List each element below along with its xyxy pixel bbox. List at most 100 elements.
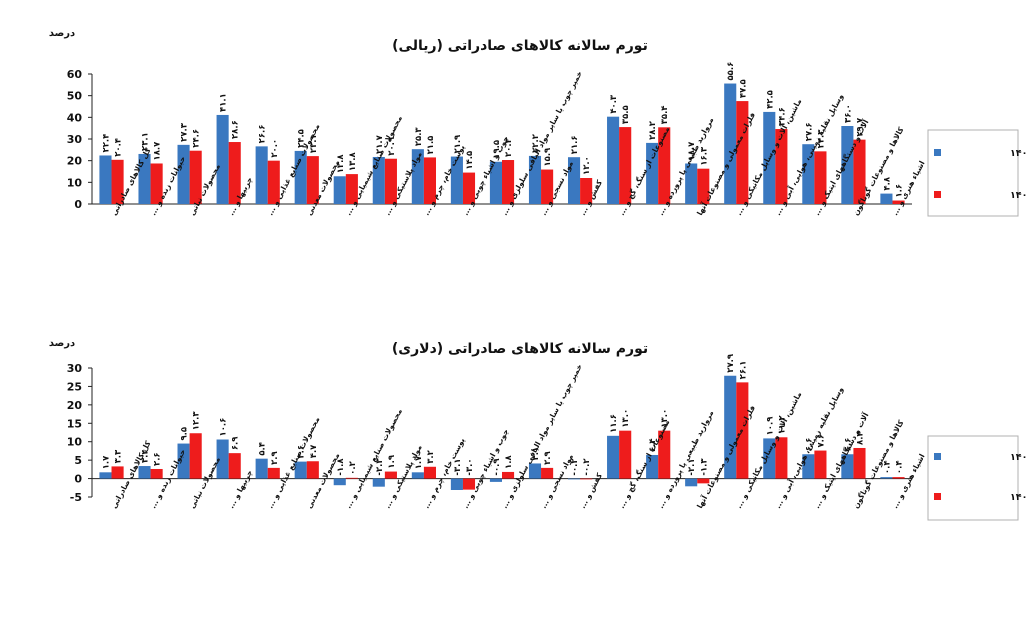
data-label: -۰.۲ <box>582 458 592 476</box>
data-label: ۲۶.۱ <box>738 361 748 380</box>
data-label: ۲۲.۲ <box>531 133 541 153</box>
bar-summer <box>267 160 280 204</box>
bar-spring <box>607 116 620 204</box>
y-tick-label: 0 <box>74 473 82 486</box>
y-tick-label: 5 <box>74 454 82 467</box>
data-label: ۰.۴ <box>895 460 905 474</box>
bar-spring <box>685 163 698 204</box>
bar-summer <box>462 172 476 204</box>
data-label: ۱۱.۶ <box>609 414 619 433</box>
bar-summer <box>619 430 632 479</box>
data-label: ۱۲.۰ <box>582 156 592 175</box>
chart-rial: تورم سالانه کالاهای صادراتی (ریالی) درصد… <box>49 28 1027 217</box>
data-label: ۲۴.۳ <box>816 129 826 149</box>
bar-summer <box>775 437 788 479</box>
y-tick-label: 60 <box>67 68 83 81</box>
bar-spring <box>372 156 385 204</box>
bar-summer <box>150 163 163 204</box>
bar-spring <box>724 83 737 204</box>
data-label: ۲۶.۶ <box>258 125 268 144</box>
data-label: ۱.۶ <box>895 184 905 198</box>
data-label: ۵.۴ <box>258 442 268 456</box>
bar-summer <box>306 156 319 204</box>
chart-rial-legend: بهار ۱۴۰۳ تابستان ۱۴۰۳ <box>927 129 1027 217</box>
data-label: ۹.۵ <box>180 427 190 441</box>
data-label: ۲۹.۷ <box>855 117 865 137</box>
data-label: ۳۵.۵ <box>621 105 631 124</box>
bar-summer <box>111 466 124 479</box>
bar-summer <box>892 477 905 479</box>
data-label: ۱۳.۸ <box>348 151 358 171</box>
data-label: ۲۱.۷ <box>375 134 385 154</box>
y-tick-label: 10 <box>67 436 83 449</box>
bar-spring <box>450 156 463 204</box>
bar-summer <box>736 101 749 204</box>
bar-spring <box>880 477 893 479</box>
bar-spring <box>372 478 385 487</box>
data-label: ۶.۴ <box>648 438 658 452</box>
bar-summer <box>580 478 593 480</box>
data-label: ۲۰.۴ <box>114 138 124 157</box>
data-label: ۱۰.۹ <box>765 416 775 436</box>
data-label: -۲.۱ <box>687 458 697 475</box>
data-label: ۳۶.۰ <box>843 104 853 123</box>
bar-summer <box>306 461 319 479</box>
chart-rial-unit-label: درصد <box>49 28 75 39</box>
data-label: ۱۵.۹ <box>543 147 553 167</box>
data-label: ۱۴.۵ <box>465 151 475 170</box>
legend-swatch-summer <box>934 191 941 198</box>
data-label: ۴.۷ <box>309 444 319 458</box>
legend-label-summer: تابستان ۱۴۰۳ <box>1010 492 1027 503</box>
data-label: ۴۰.۳ <box>609 94 619 114</box>
bar-summer <box>228 453 241 479</box>
chart-dollar: تورم سالانه کالاهای صادراتی (دلاری) درصد… <box>49 338 1027 521</box>
bar-spring <box>411 149 424 204</box>
data-label: ۲۲.۱ <box>309 134 319 153</box>
chart-rial-bars <box>99 83 905 204</box>
data-label: ۲۷.۶ <box>804 122 814 141</box>
legend-label-spring: بهار ۱۴۰۳ <box>1010 148 1027 159</box>
bar-spring <box>489 161 502 204</box>
bar-spring <box>489 478 502 482</box>
bar-summer <box>775 129 788 204</box>
y-tick-label: 25 <box>67 380 82 393</box>
bar-summer <box>541 169 554 204</box>
legend-swatch-spring <box>934 453 941 460</box>
data-label: ۴۷.۵ <box>738 79 748 98</box>
data-label: ۱۰.۶ <box>219 418 229 437</box>
data-label: ۱.۷ <box>414 455 424 469</box>
data-label: ۲۴.۶ <box>192 129 202 148</box>
bar-summer <box>384 471 397 479</box>
legend-label-spring: بهار ۱۴۰۳ <box>1010 452 1027 463</box>
bar-spring <box>450 478 463 490</box>
bar-spring <box>646 454 659 479</box>
bar-spring <box>138 153 151 204</box>
chart-rial-title: تورم سالانه کالاهای صادراتی (ریالی) <box>392 38 648 54</box>
data-label: ۴.۸ <box>882 176 892 190</box>
data-label: ۱.۷ <box>101 455 111 469</box>
data-label: ۱۳.۰ <box>660 409 670 428</box>
y-tick-label: 50 <box>67 90 83 103</box>
data-label: ۲۲.۴ <box>101 134 111 153</box>
bar-spring <box>138 466 151 479</box>
bar-spring <box>216 439 229 479</box>
bar-spring <box>255 146 268 204</box>
category-label: کفش و ... <box>578 471 604 510</box>
bar-spring <box>255 458 268 479</box>
bar-summer <box>853 139 866 204</box>
bar-spring <box>802 144 815 204</box>
bar-summer <box>658 127 671 204</box>
bar-summer <box>814 450 827 479</box>
bar-spring <box>607 435 620 479</box>
bar-summer <box>580 178 593 204</box>
bar-summer <box>619 127 632 204</box>
data-label: ۰.۴ <box>882 460 892 474</box>
bar-summer <box>345 477 358 479</box>
bar-summer <box>111 159 124 204</box>
bar-spring <box>567 157 581 204</box>
bar-spring <box>99 155 112 204</box>
data-label: ۰.۲ <box>348 460 358 474</box>
chart-dollar-legend: بهار ۱۴۰۳ تابستان ۱۴۰۳ <box>927 435 1027 521</box>
data-label: ۳۵.۴ <box>660 106 670 125</box>
